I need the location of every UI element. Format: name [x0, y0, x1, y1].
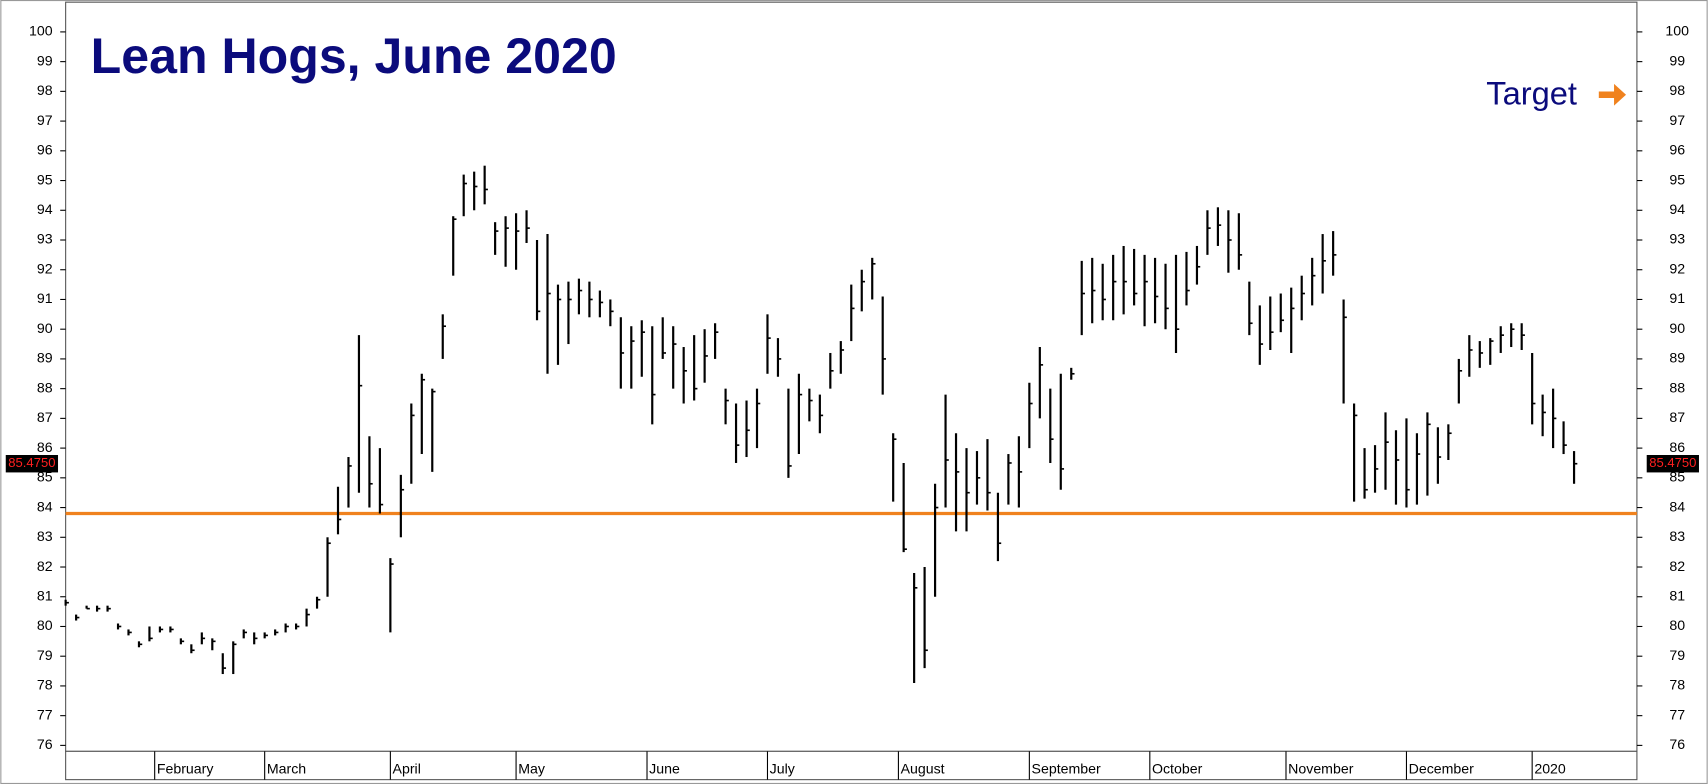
y-tick-label: 84	[37, 498, 53, 514]
x-tick-label: April	[393, 761, 421, 777]
y-tick-label: 85	[1669, 469, 1685, 485]
last-price-box	[5, 455, 59, 473]
x-tick-label: October	[1152, 761, 1203, 777]
y-tick-label: 82	[1669, 558, 1685, 574]
x-tick-label: February	[157, 761, 215, 777]
y-tick-label: 89	[37, 350, 53, 366]
y-tick-label: 95	[1669, 171, 1685, 187]
x-tick-label: May	[518, 761, 546, 777]
last-price-box	[1646, 455, 1699, 473]
y-tick-label: 85	[37, 469, 53, 485]
y-tick-label: 92	[37, 260, 53, 276]
y-tick-label: 97	[37, 112, 53, 128]
x-tick-label: March	[267, 761, 306, 777]
y-tick-label: 83	[37, 528, 53, 544]
x-tick-label: September	[1032, 761, 1101, 777]
y-tick-label: 89	[1669, 350, 1685, 366]
y-tick-label: 78	[1669, 677, 1685, 693]
y-tick-label: 91	[1669, 290, 1685, 306]
target-label: Target	[1486, 74, 1577, 111]
y-tick-label: 86	[1669, 439, 1685, 455]
y-tick-label: 100	[29, 23, 53, 39]
y-tick-label: 83	[1669, 528, 1685, 544]
y-tick-label: 94	[1669, 201, 1685, 217]
x-tick-label: July	[770, 761, 796, 777]
y-tick-label: 99	[37, 52, 53, 68]
y-tick-label: 96	[1669, 142, 1685, 158]
y-tick-label: 97	[1669, 112, 1685, 128]
last-price-label: 85.4750	[8, 455, 55, 470]
x-tick-label: August	[901, 761, 945, 777]
y-tick-label: 91	[37, 290, 53, 306]
y-tick-label: 76	[1669, 736, 1685, 752]
y-tick-label: 81	[1669, 587, 1685, 603]
y-tick-label: 81	[37, 587, 53, 603]
x-axis-band	[65, 750, 1638, 781]
y-tick-label: 78	[37, 677, 53, 693]
y-tick-label: 96	[37, 142, 53, 158]
y-tick-label: 95	[37, 171, 53, 187]
y-tick-label: 82	[37, 558, 53, 574]
y-tick-label: 88	[1669, 379, 1685, 395]
y-tick-label: 87	[37, 409, 53, 425]
y-tick-label: 90	[1669, 320, 1685, 336]
x-tick-label: December	[1409, 761, 1475, 777]
y-tick-label: 99	[1669, 52, 1685, 68]
y-tick-label: 98	[1669, 82, 1685, 98]
y-tick-label: 84	[1669, 498, 1685, 514]
y-tick-label: 93	[1669, 231, 1685, 247]
y-tick-label: 79	[1669, 647, 1685, 663]
y-tick-label: 87	[1669, 409, 1685, 425]
y-tick-label: 80	[1669, 617, 1685, 633]
y-tick-label: 100	[1665, 23, 1689, 39]
target-arrow	[1598, 83, 1627, 106]
y-tick-label: 90	[37, 320, 53, 336]
chart-title: Lean Hogs, June 2020	[91, 28, 617, 84]
y-tick-label: 80	[37, 617, 53, 633]
y-tick-label: 88	[37, 379, 53, 395]
y-tick-label: 94	[37, 201, 53, 217]
y-tick-label: 98	[37, 82, 53, 98]
y-tick-label: 79	[37, 647, 53, 663]
y-tick-label: 93	[37, 231, 53, 247]
y-tick-label: 86	[37, 439, 53, 455]
x-tick-label: November	[1288, 761, 1354, 777]
y-tick-label: 92	[1669, 260, 1685, 276]
x-tick-label: June	[649, 761, 680, 777]
y-tick-label: 77	[1669, 706, 1685, 722]
last-price-label: 85.4750	[1649, 455, 1696, 470]
y-tick-label: 76	[37, 736, 53, 752]
y-tick-label: 77	[37, 706, 53, 722]
x-tick-label: 2020	[1534, 761, 1566, 777]
